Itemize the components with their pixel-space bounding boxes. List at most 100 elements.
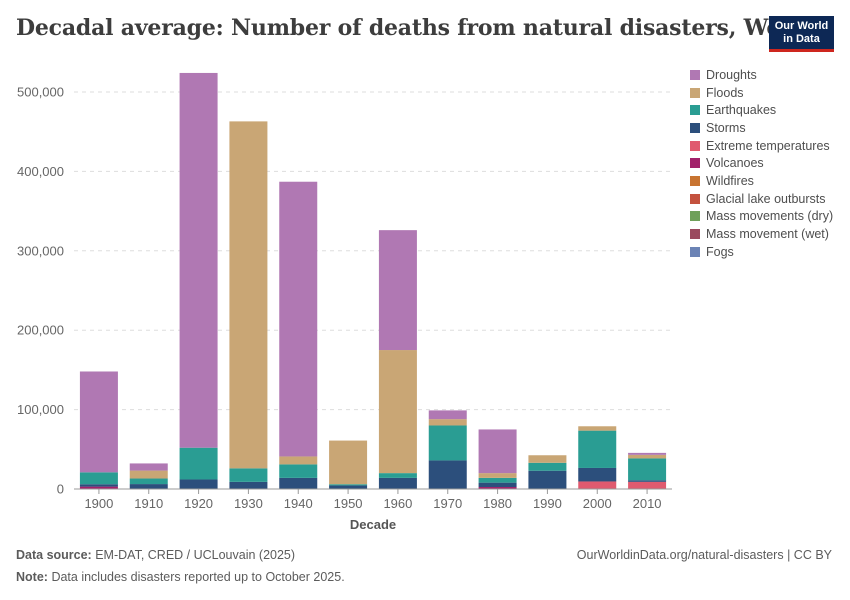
bar-1900-storms[interactable] [79, 484, 118, 487]
bar-1910-storms[interactable] [129, 484, 168, 489]
bar-1960-earthquakes[interactable] [378, 473, 417, 478]
x-tick-label: 1920 [184, 496, 213, 511]
x-tick-label: 1940 [284, 496, 313, 511]
bar-1920-droughts[interactable] [179, 72, 218, 448]
bar-1930-floods[interactable] [229, 121, 268, 469]
bar-1900-earthquakes[interactable] [79, 472, 118, 485]
chart-title: Decadal average: Number of deaths from n… [16, 15, 816, 41]
gridlines [74, 91, 672, 411]
logo-line-1: Our World [774, 20, 829, 32]
bar-1950-floods[interactable] [329, 440, 368, 485]
data-source: Data source: EM-DAT, CRED / UCLouvain (2… [16, 548, 295, 562]
bar-1990-floods[interactable] [528, 455, 567, 463]
source-label: Data source: [16, 548, 92, 562]
bar-1910-droughts[interactable] [129, 463, 168, 471]
bar-1940-droughts[interactable] [279, 181, 318, 457]
bar-1920-earthquakes[interactable] [179, 447, 218, 480]
x-tick-label: 1900 [84, 496, 113, 511]
legend-item-mass-movements-dry-[interactable]: Mass movements (dry) [690, 208, 833, 226]
legend-item-earthquakes[interactable]: Earthquakes [690, 101, 833, 119]
bar-2000-floods[interactable] [578, 426, 617, 431]
bar-1990-storms[interactable] [528, 470, 567, 489]
bar-2010-floods[interactable] [628, 454, 667, 459]
legend-swatch [690, 229, 700, 240]
axes: 0 100,000 200,000 300,000 400,000 500,000 1900… [17, 85, 672, 532]
source-url-link[interactable]: OurWorldinData.org/natural-disasters | C… [576, 548, 832, 562]
x-tick-label: 1950 [334, 496, 363, 511]
bar-1980-floods[interactable] [478, 473, 517, 478]
bar-2010-earthquakes[interactable] [628, 458, 667, 481]
bar-1970-storms[interactable] [428, 460, 467, 489]
bar-2010-storms[interactable] [628, 480, 667, 482]
legend-label: Volcanoes [706, 156, 764, 171]
legend-item-fogs[interactable]: Fogs [690, 243, 833, 261]
bar-2010-extreme-temperatures[interactable] [628, 481, 667, 489]
bar-2000-extreme-temperatures[interactable] [578, 481, 617, 489]
note: Note: Data includes disasters reported u… [16, 570, 345, 584]
legend-label: Extreme temperatures [706, 138, 830, 153]
bars [79, 72, 667, 489]
bar-1980-volcanoes[interactable] [478, 487, 517, 489]
legend-swatch [690, 105, 700, 116]
bar-2010-droughts[interactable] [628, 452, 667, 455]
bar-1940-floods[interactable] [279, 456, 318, 465]
legend-item-volcanoes[interactable]: Volcanoes [690, 154, 833, 172]
legend-item-mass-movement-wet-[interactable]: Mass movement (wet) [690, 225, 833, 243]
bar-1970-earthquakes[interactable] [428, 425, 467, 461]
x-axis-title: Decade [350, 517, 396, 532]
legend-label: Mass movement (wet) [706, 227, 829, 242]
legend-label: Mass movements (dry) [706, 209, 834, 224]
legend-label: Glacial lake outbursts [706, 191, 826, 206]
x-tick-label: 1910 [134, 496, 163, 511]
x-tick-label: 2010 [633, 496, 662, 511]
legend-swatch [690, 140, 700, 151]
legend-item-extreme-temperatures[interactable]: Extreme temperatures [690, 137, 833, 155]
x-tick-label: 1930 [234, 496, 263, 511]
bar-2000-earthquakes[interactable] [578, 430, 617, 468]
bar-1980-earthquakes[interactable] [478, 477, 517, 483]
bar-1970-floods[interactable] [428, 419, 467, 426]
x-tick-label: 1980 [483, 496, 512, 511]
legend-label: Fogs [706, 244, 734, 259]
bar-1900-droughts[interactable] [79, 371, 118, 473]
bar-1920-storms[interactable] [179, 479, 218, 489]
legend-item-wildfires[interactable]: Wildfires [690, 172, 833, 190]
bar-1960-droughts[interactable] [378, 230, 417, 351]
bar-1930-earthquakes[interactable] [229, 468, 268, 482]
bar-1970-droughts[interactable] [428, 410, 467, 420]
y-tick-label: 500,000 [17, 85, 64, 100]
legend-swatch [690, 87, 700, 98]
y-tick-label: 0 [57, 482, 64, 497]
y-tick-label: 200,000 [17, 323, 64, 338]
y-tick-label: 100,000 [17, 402, 64, 417]
bar-1960-storms[interactable] [378, 477, 417, 489]
note-text: Data includes disasters reported up to O… [51, 570, 345, 584]
bar-1930-storms[interactable] [229, 481, 268, 489]
owid-logo[interactable]: Our World in Data [769, 16, 834, 52]
x-tick-label: 2000 [583, 496, 612, 511]
legend-label: Floods [706, 85, 744, 100]
bar-1910-floods[interactable] [129, 470, 168, 479]
x-tick-label: 1960 [383, 496, 412, 511]
bar-1980-storms[interactable] [478, 482, 517, 488]
legend-label: Earthquakes [706, 103, 777, 118]
legend-swatch [690, 175, 700, 186]
legend-item-floods[interactable]: Floods [690, 84, 833, 102]
bar-1990-earthquakes[interactable] [528, 462, 567, 471]
bar-1980-droughts[interactable] [478, 429, 517, 474]
legend-item-droughts[interactable]: Droughts [690, 66, 833, 84]
bar-1950-storms[interactable] [329, 485, 368, 489]
legend-swatch [690, 122, 700, 133]
bar-1960-floods[interactable] [378, 350, 417, 474]
bar-1950-earthquakes[interactable] [329, 484, 368, 486]
legend-item-glacial-lake-outbursts[interactable]: Glacial lake outbursts [690, 190, 833, 208]
source-text[interactable]: EM-DAT, CRED / UCLouvain (2025) [95, 548, 296, 562]
bar-2000-storms[interactable] [578, 467, 617, 482]
legend-label: Wildfires [706, 173, 754, 188]
bar-1940-storms[interactable] [279, 477, 318, 489]
bar-1940-earthquakes[interactable] [279, 464, 318, 478]
bar-1900-volcanoes[interactable] [79, 486, 118, 489]
note-label: Note: [16, 570, 48, 584]
legend-item-storms[interactable]: Storms [690, 119, 833, 137]
bar-1910-earthquakes[interactable] [129, 478, 168, 485]
